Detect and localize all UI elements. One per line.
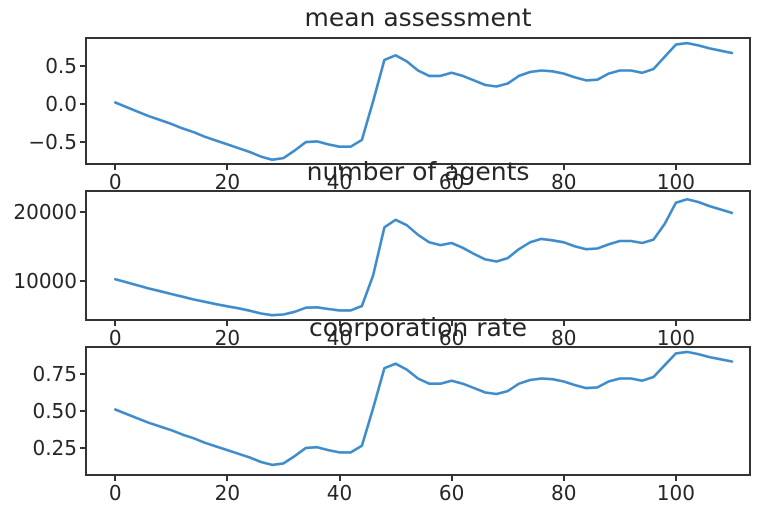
x-tick-mark: [674, 476, 677, 481]
x-tick-label: 100: [656, 481, 695, 505]
x-tick-mark: [338, 321, 341, 326]
x-tick-label: 100: [656, 170, 695, 194]
plot2-title: number of agents: [306, 157, 530, 186]
x-tick-label: 20: [214, 481, 241, 505]
x-tick-mark: [114, 165, 117, 170]
x-tick-label: 80: [551, 481, 577, 505]
y-tick-label: −0.5: [28, 130, 77, 155]
x-tick-mark: [226, 476, 229, 481]
plot3-title: coorporation rate: [309, 313, 527, 342]
y-tick-label: 0.0: [45, 92, 77, 117]
y-tick-mark: [80, 446, 85, 449]
y-tick-label: 0.25: [32, 435, 77, 460]
y-tick-mark: [80, 64, 85, 67]
x-tick-label: 80: [551, 326, 577, 350]
x-tick-label: 40: [326, 481, 353, 505]
x-tick-mark: [114, 321, 117, 326]
x-tick-label: 80: [551, 170, 577, 194]
x-tick-label: 0: [108, 170, 122, 194]
x-tick-mark: [674, 165, 677, 170]
y-tick-mark: [80, 373, 85, 376]
x-tick-mark: [226, 321, 229, 326]
x-tick-label: 60: [438, 170, 465, 194]
plot3-line-chart: [113, 350, 734, 467]
x-tick-mark: [562, 321, 565, 326]
plot2-line-chart: [113, 197, 734, 317]
y-tick-label: 20000: [13, 200, 77, 225]
y-tick-mark: [80, 410, 85, 412]
x-tick-label: 0: [108, 326, 122, 350]
x-tick-label: 20: [214, 326, 241, 350]
x-tick-label: 20: [214, 170, 241, 194]
x-tick-mark: [450, 321, 453, 326]
y-tick-label: 0.50: [32, 399, 77, 423]
x-tick-label: 40: [326, 170, 353, 194]
plot2-data-line: [113, 197, 734, 317]
x-tick-mark: [562, 165, 565, 170]
x-tick-mark: [674, 321, 677, 326]
y-tick-label: 0.5: [45, 53, 77, 78]
plot3-data-line: [113, 350, 734, 467]
y-tick-label: 0.75: [32, 362, 77, 387]
x-tick-label: 40: [326, 326, 353, 350]
plot1-data-line: [113, 41, 734, 161]
x-tick-mark: [450, 476, 453, 481]
x-tick-mark: [450, 165, 453, 170]
x-tick-label: 100: [656, 326, 695, 350]
x-tick-mark: [114, 476, 117, 481]
plot1-axes-frame: [85, 37, 751, 165]
x-tick-mark: [562, 476, 565, 481]
x-tick-mark: [338, 165, 341, 170]
x-tick-label: 60: [438, 481, 465, 505]
plot3-axes-frame: [85, 346, 751, 476]
plot1-line-chart: [113, 41, 734, 161]
x-tick-label: 0: [108, 481, 122, 505]
y-tick-mark: [80, 103, 85, 106]
y-tick-mark: [80, 211, 85, 214]
plot1-title: mean assessment: [304, 3, 532, 32]
y-tick-label: 10000: [13, 268, 77, 293]
y-tick-mark: [80, 141, 85, 144]
x-tick-mark: [338, 476, 341, 481]
x-tick-mark: [226, 165, 229, 170]
x-tick-label: 60: [438, 326, 465, 350]
plot2-axes-frame: [85, 190, 751, 321]
y-tick-mark: [80, 279, 85, 282]
